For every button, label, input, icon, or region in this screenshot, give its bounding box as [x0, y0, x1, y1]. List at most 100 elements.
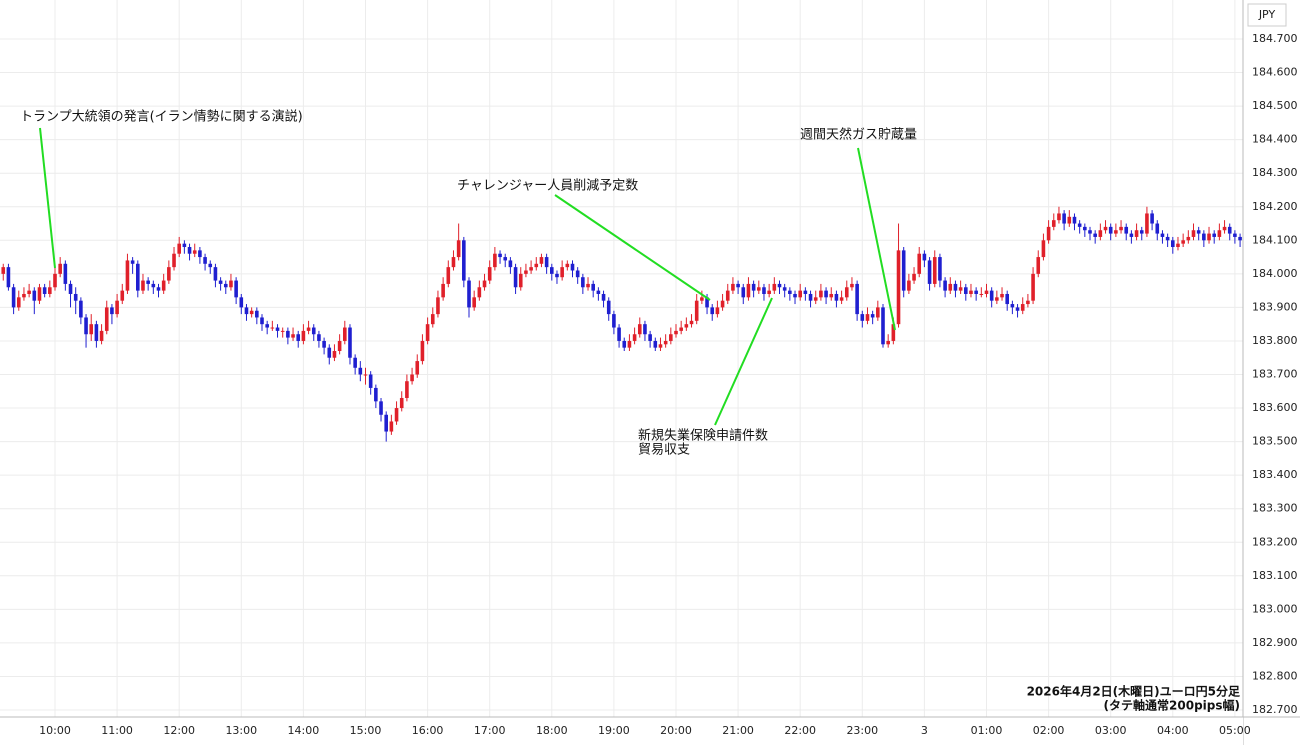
annotation: 貿易収支 [638, 443, 690, 458]
candle-body [684, 324, 689, 328]
candle-body [1129, 233, 1134, 237]
annotation-lines [39, 127, 896, 426]
candle-body [332, 351, 337, 358]
candle-body [1088, 230, 1092, 234]
candle-body [757, 287, 761, 291]
y-tick-label: 183.400 [1252, 468, 1298, 481]
candle-body [700, 297, 704, 301]
candle-body [529, 267, 533, 271]
candle-body [938, 257, 942, 281]
candle-body [79, 300, 83, 318]
candle-body [1238, 236, 1242, 241]
candle-body [244, 307, 249, 315]
candle-body [1145, 213, 1149, 234]
x-tick-label: 20:00 [660, 724, 692, 737]
candle-body [798, 290, 802, 298]
candle-body [591, 283, 595, 291]
candle-body [844, 287, 849, 298]
candle-body [772, 283, 777, 291]
x-tick-label: 23:00 [846, 724, 878, 737]
annotation: 週間天然ガス貯蔵量 [800, 127, 917, 143]
x-tick-label: 14:00 [288, 724, 320, 737]
candle-body [182, 243, 187, 248]
candle-body [860, 314, 865, 321]
candle-body [239, 297, 244, 308]
candle-body [788, 290, 792, 294]
candle-body [777, 283, 782, 288]
candle-body [358, 367, 363, 375]
candle-body [6, 267, 11, 288]
candle-body [658, 344, 663, 348]
candle-body [601, 293, 606, 301]
candle-body [410, 374, 414, 382]
candle-body [896, 250, 901, 325]
candle-body [715, 307, 720, 315]
candle-body [782, 287, 787, 291]
candle-body [270, 327, 275, 329]
candle-body [1227, 226, 1232, 234]
candle-body [586, 283, 590, 288]
x-tick-label: 19:00 [598, 724, 630, 737]
candle-body [1222, 226, 1227, 231]
candle-body [462, 240, 466, 281]
y-tick-label: 184.700 [1252, 32, 1298, 45]
candle-body [1165, 236, 1170, 241]
candle-body [984, 290, 989, 294]
candle-body [420, 340, 425, 362]
candle-body [767, 290, 771, 294]
candle-body [969, 290, 973, 294]
candle-body [1026, 300, 1030, 305]
candle-body [855, 283, 859, 315]
x-tick-label: 02:00 [1033, 724, 1065, 737]
candle-body [1051, 220, 1056, 227]
x-tick-label: 01:00 [971, 724, 1003, 737]
candle-body [674, 330, 678, 335]
candle-body [234, 280, 238, 298]
candle-body [306, 327, 311, 331]
candle-body [886, 340, 890, 345]
annotation-line [554, 194, 711, 301]
x-tick-label: 04:00 [1157, 724, 1189, 737]
candle-body [436, 297, 440, 315]
candle-body [1041, 240, 1046, 258]
candle-body [167, 267, 171, 281]
candle-body [48, 287, 52, 294]
y-tick-label: 183.200 [1252, 535, 1298, 548]
candle-body [555, 273, 559, 278]
y-tick-label: 184.200 [1252, 200, 1298, 213]
candle-body [513, 267, 518, 288]
candle-body [839, 297, 844, 301]
candle-body [1077, 223, 1082, 227]
candle-body [192, 250, 197, 254]
candle-body [286, 330, 290, 338]
candle-body [560, 267, 564, 278]
candle-body [606, 300, 611, 315]
candle-body [249, 310, 254, 315]
candle-body [1134, 230, 1139, 237]
y-tick-label: 182.700 [1252, 703, 1298, 716]
candle-body [218, 280, 223, 284]
x-tick-label: 16:00 [412, 724, 444, 737]
x-tick-label: 10:00 [39, 724, 71, 737]
candle-body [953, 283, 958, 291]
candle-body [596, 290, 601, 294]
note: (タテ軸通常200pips幅) [1104, 698, 1240, 713]
candle-body [648, 334, 652, 341]
candle-body [296, 334, 301, 341]
candle-body [1067, 216, 1072, 224]
candle-body [1, 267, 6, 274]
candle-body [104, 307, 109, 331]
candle-body [498, 253, 502, 258]
y-tick-label: 183.300 [1252, 502, 1298, 515]
candle-body [565, 263, 570, 268]
candle-body [1062, 213, 1066, 224]
y-tick-label: 183.600 [1252, 401, 1298, 414]
x-tick-label: 11:00 [101, 724, 133, 737]
candle-body [570, 263, 575, 271]
candle-body [539, 257, 544, 264]
candle-body [415, 361, 420, 375]
candle-body [813, 297, 818, 301]
candle-body [1181, 240, 1185, 244]
candle-body [612, 314, 616, 328]
